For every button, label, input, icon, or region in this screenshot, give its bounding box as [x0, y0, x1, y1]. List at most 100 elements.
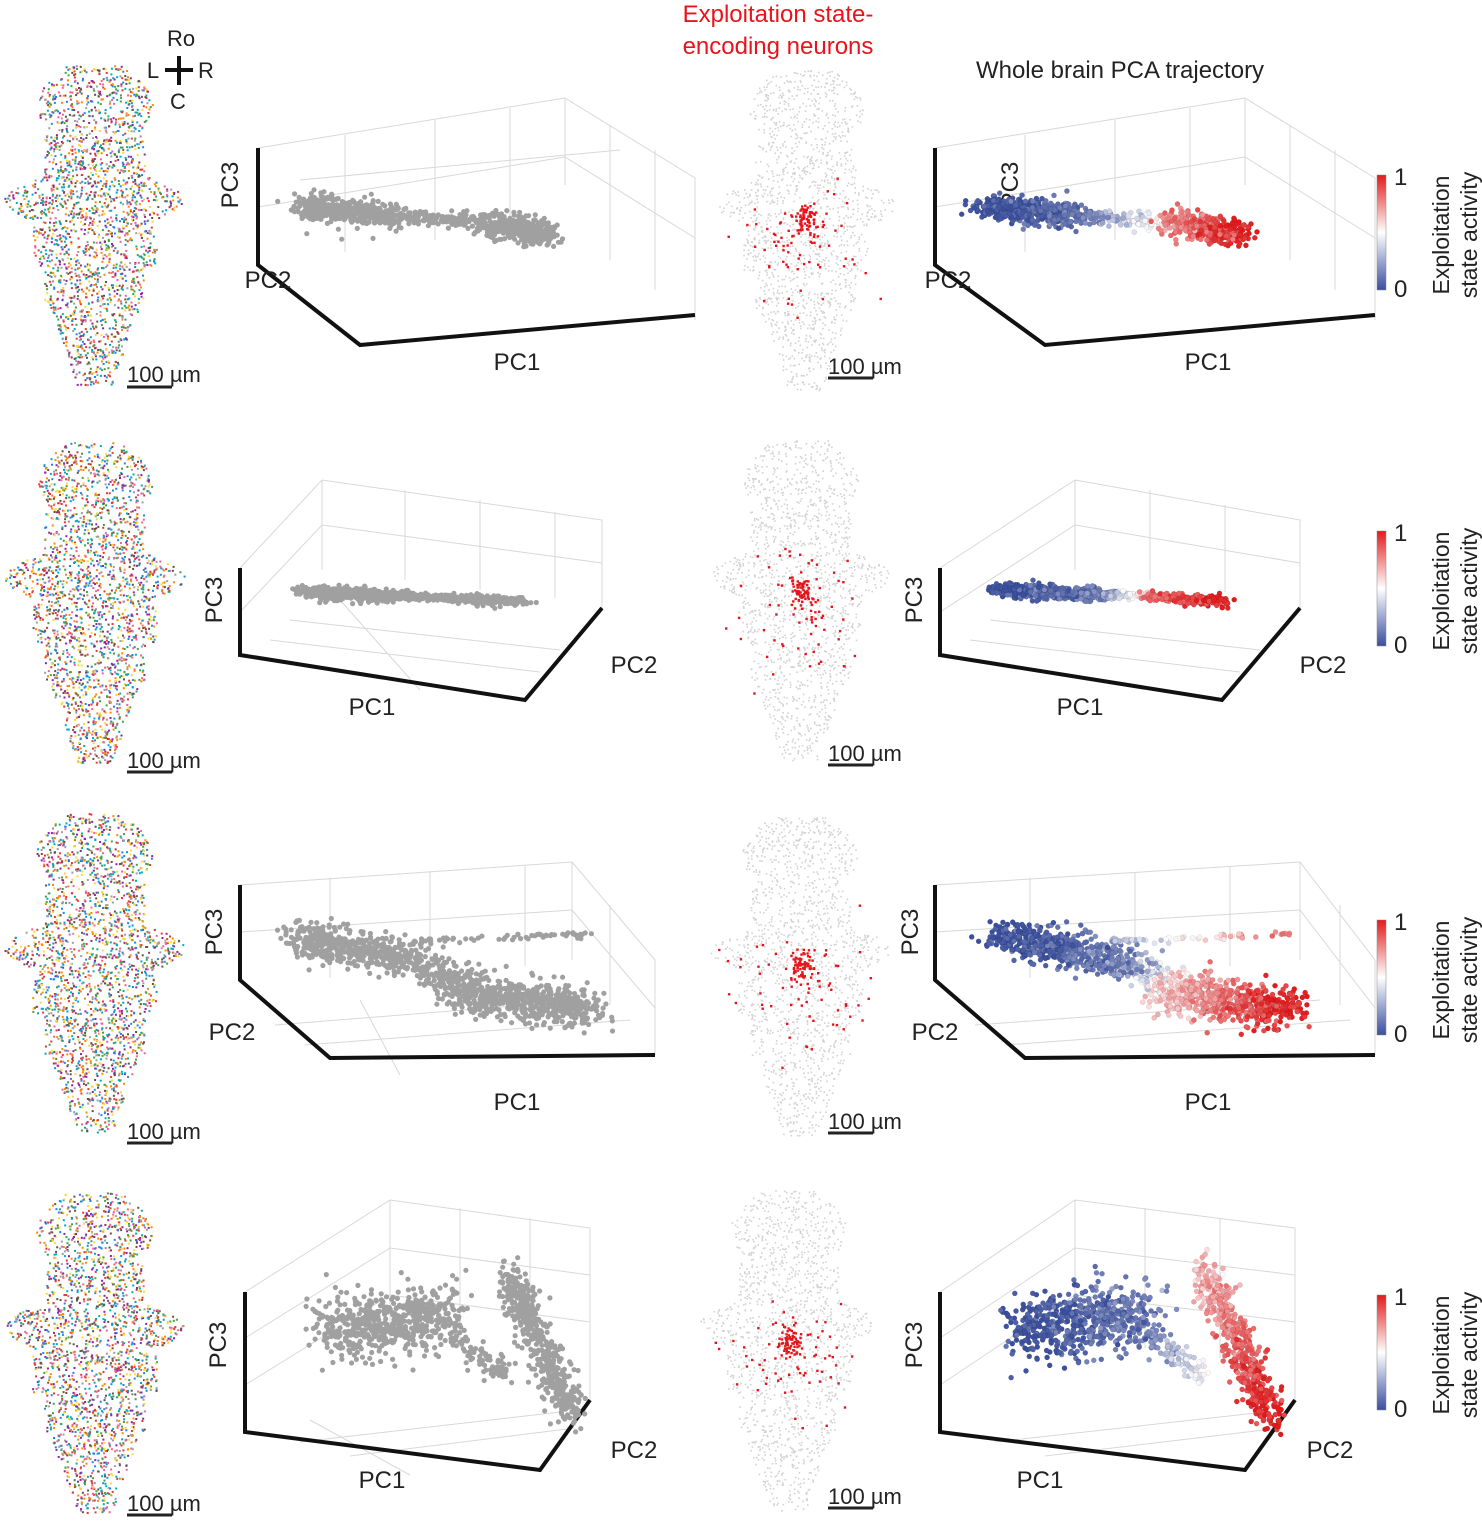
encoding-neuron [798, 253, 802, 257]
neuron-dot [803, 155, 805, 158]
neuron-dot [110, 349, 113, 352]
neuron-dot [828, 121, 830, 124]
brain-map-multicolor-1 [4, 65, 183, 387]
neuron-dot [791, 332, 793, 334]
neuron-dot [151, 220, 154, 223]
neuron-dot [55, 143, 57, 146]
neuron-dot [141, 190, 144, 193]
neuron-dot [164, 200, 167, 203]
neuron-dot [70, 95, 72, 98]
neuron-dot [74, 158, 77, 161]
neuron-dot [26, 190, 29, 193]
neuron-dot [790, 342, 792, 345]
neuron-dot [166, 190, 169, 193]
neuron-dot [128, 230, 131, 233]
neuron-dot [61, 136, 64, 139]
neuron-dot [122, 326, 125, 329]
neuron-dot [137, 164, 140, 167]
neuron-dot [55, 177, 58, 180]
neuron-dot [133, 213, 136, 216]
neuron-dot [76, 254, 79, 257]
neuron-dot [833, 189, 835, 192]
neuron-dot [829, 100, 831, 102]
neuron-dot [749, 202, 751, 204]
neuron-dot [96, 268, 99, 271]
neuron-dot [121, 318, 124, 321]
neuron-dot [766, 86, 768, 88]
neuron-dot [94, 333, 97, 336]
neuron-dot [798, 110, 800, 113]
neuron-dot [771, 194, 774, 197]
neuron-dot [148, 177, 151, 180]
neuron-dot [837, 302, 839, 305]
neuron-dot [94, 347, 96, 350]
trajectory-point [493, 207, 499, 214]
neuron-dot [794, 289, 797, 291]
neuron-dot [76, 102, 79, 105]
neuron-dot [84, 320, 87, 323]
neuron-dot [110, 383, 113, 386]
neuron-dot [166, 188, 169, 191]
neuron-dot [856, 199, 859, 202]
neuron-dot [63, 200, 66, 203]
neuron-dot [761, 176, 764, 179]
neuron-dot [87, 361, 90, 364]
neuron-dot [835, 270, 837, 273]
neuron-dot [776, 149, 779, 151]
neuron-dot [65, 179, 68, 182]
neuron-dot [813, 207, 815, 210]
neuron-dot [59, 307, 62, 310]
neuron-dot [62, 320, 65, 323]
neuron-dot [790, 271, 793, 273]
neuron-dot [108, 138, 111, 141]
neuron-dot [73, 357, 76, 360]
neuron-dot [852, 200, 854, 202]
neuron-dot [45, 176, 48, 179]
neuron-dot [831, 89, 833, 92]
neuron-dot [43, 211, 46, 214]
neuron-dot [873, 210, 876, 212]
neuron-dot [768, 142, 770, 144]
neuron-dot [809, 247, 812, 249]
neuron-dot [98, 130, 101, 132]
neuron-dot [815, 86, 817, 89]
neuron-dot [762, 147, 765, 149]
neuron-dot [54, 155, 57, 158]
neuron-dot [850, 148, 853, 151]
neuron-dot [71, 363, 74, 366]
encoding-neuron [790, 214, 793, 217]
neuron-dot [90, 307, 93, 310]
neuron-dot [725, 203, 728, 206]
neuron-dot [828, 89, 831, 91]
neuron-dot [773, 293, 775, 296]
neuron-dot [141, 174, 143, 177]
neuron-dot [845, 320, 848, 322]
neuron-dot [809, 201, 812, 204]
neuron-dot [53, 287, 56, 290]
neuron-dot [817, 296, 819, 299]
neuron-dot [134, 221, 137, 224]
neuron-dot [127, 126, 130, 129]
neuron-dot [87, 302, 90, 305]
neuron-dot [830, 351, 832, 354]
neuron-dot [779, 125, 782, 128]
neuron-dot [824, 92, 827, 94]
neuron-dot [84, 379, 87, 382]
neuron-dot [778, 86, 781, 89]
neuron-dot [125, 181, 128, 184]
neuron-dot [87, 275, 90, 278]
neuron-dot [119, 300, 122, 303]
neuron-dot [97, 296, 100, 299]
neuron-dot [35, 200, 38, 203]
neuron-dot [131, 280, 134, 283]
neuron-dot [90, 275, 93, 278]
neuron-dot [118, 298, 121, 301]
neuron-dot [822, 186, 825, 188]
neuron-dot [57, 208, 60, 211]
neuron-dot [106, 79, 109, 82]
encoding-neuron [786, 302, 790, 305]
trajectory-point [335, 226, 341, 232]
neuron-dot [792, 223, 795, 226]
neuron-dot [130, 285, 133, 288]
neuron-dot [70, 197, 73, 200]
